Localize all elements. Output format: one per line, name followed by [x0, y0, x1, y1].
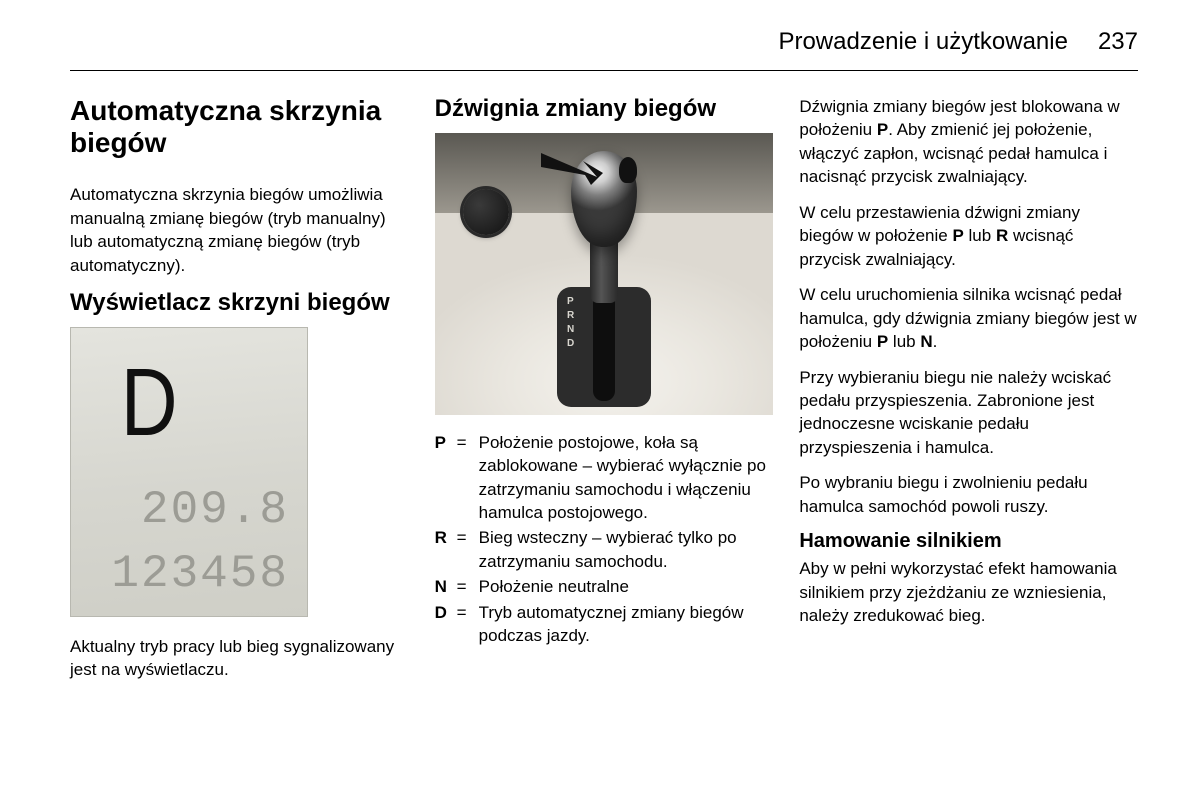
- content-columns: Automatyczna skrzynia biegów Automatyczn…: [70, 95, 1138, 694]
- gear-definitions: P = Położenie postojowe, koła są zabloko…: [435, 431, 774, 648]
- gear-lever-figure: P R N D: [435, 133, 774, 415]
- gate-slot: [593, 293, 615, 401]
- def-R: R = Bieg wsteczny – wybierać tylko po za…: [435, 526, 774, 573]
- lcd-trip-odometer: 209.8: [141, 484, 289, 536]
- release-button: [619, 157, 637, 183]
- p-lock-P: Dźwignia zmiany biegów jest blokowana w …: [799, 95, 1138, 189]
- shift-gate: P R N D: [557, 287, 651, 407]
- section-title: Prowadzenie i użytkowanie: [778, 28, 1068, 56]
- p-start-engine: W celu uruchomienia silnika wcisnąć peda…: [799, 283, 1138, 353]
- p-to-P-or-R: W celu przestawienia dźwigni zmiany bieg…: [799, 201, 1138, 271]
- def-D: D = Tryb automatycznej zmiany biegów pod…: [435, 601, 774, 648]
- h3-engine-braking: Hamowanie silnikiem: [799, 530, 1138, 553]
- h2-gear-lever: Dźwignia zmiany biegów: [435, 95, 774, 123]
- lcd-gear-letter: D: [121, 348, 173, 458]
- manual-page: Prowadzenie i użytkowanie 237 Automatycz…: [0, 0, 1200, 802]
- def-P: P = Położenie postojowe, koła są zabloko…: [435, 431, 774, 525]
- page-header: Prowadzenie i użytkowanie 237: [70, 28, 1138, 71]
- p-creep: Po wybraniu biegu i zwolnieniu pedału ha…: [799, 471, 1138, 518]
- column-2: Dźwignia zmiany biegów P R N D: [435, 95, 774, 694]
- intro-paragraph: Automatyczna skrzynia biegów umożliwia m…: [70, 183, 409, 277]
- def-N: N = Położenie neutralne: [435, 575, 774, 598]
- h1-automatic-gearbox: Automatyczna skrzynia biegów: [70, 95, 409, 159]
- p-engine-braking: Aby w pełni wykorzystać efekt hamowania …: [799, 557, 1138, 627]
- gate-letters: P R N D: [567, 295, 574, 351]
- control-dial: [463, 189, 509, 235]
- h2-gearbox-display: Wyświetlacz skrzyni biegów: [70, 289, 409, 317]
- display-caption: Aktualny tryb pracy lub bieg sygnalizowa…: [70, 635, 409, 682]
- column-3: Dźwignia zmiany biegów jest blokowana w …: [799, 95, 1138, 694]
- column-1: Automatyczna skrzynia biegów Automatyczn…: [70, 95, 409, 694]
- lcd-odometer: 123458: [111, 548, 289, 600]
- page-number: 237: [1098, 28, 1138, 56]
- p-no-accel: Przy wybieraniu biegu nie należy wciskać…: [799, 366, 1138, 460]
- lcd-display-figure: D 209.8 123458: [70, 327, 308, 617]
